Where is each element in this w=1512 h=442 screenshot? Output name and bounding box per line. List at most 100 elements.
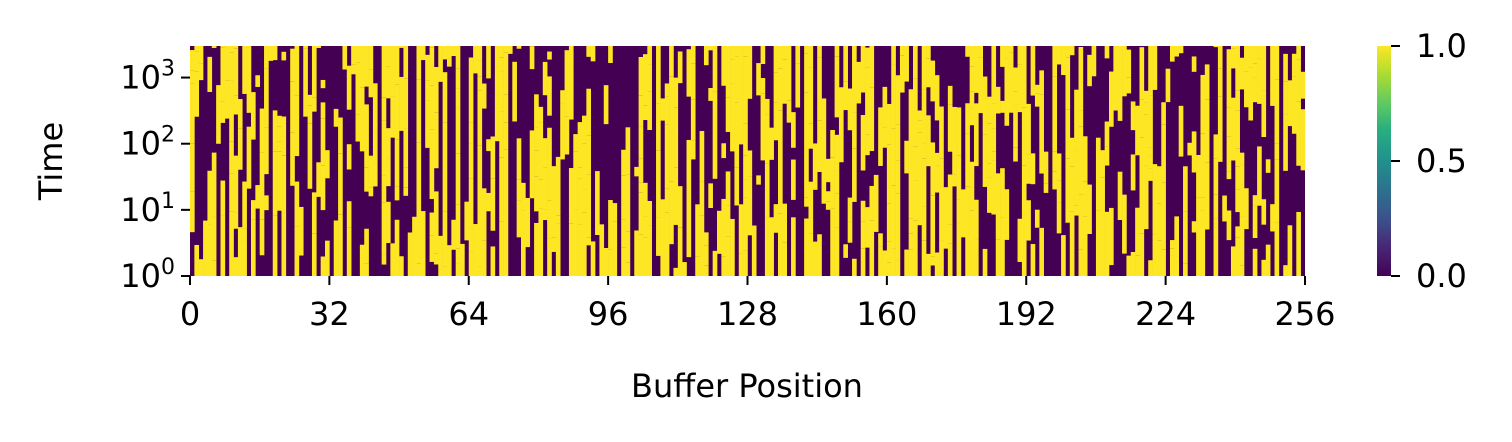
- heatmap-cell: [717, 211, 722, 254]
- heatmap-cell: [647, 64, 652, 91]
- heatmap-cell: [395, 46, 400, 47]
- heatmap-cell: [639, 235, 644, 276]
- heatmap-cell: [1022, 80, 1027, 107]
- heatmap-cell: [713, 126, 718, 179]
- heatmap-cell: [970, 211, 975, 276]
- heatmap-cell: [721, 46, 726, 86]
- heatmap-cell: [469, 178, 474, 228]
- heatmap-cell: [1022, 214, 1027, 276]
- heatmap-cell: [913, 147, 918, 180]
- heatmap-cell: [896, 261, 901, 276]
- heatmap-cell: [443, 172, 448, 211]
- heatmap-cell: [704, 246, 709, 266]
- heatmap-cell: [538, 208, 543, 276]
- heatmap-cell: [852, 149, 857, 202]
- heatmap-cell: [1148, 95, 1153, 147]
- heatmap-cell: [499, 112, 504, 158]
- heatmap-cell: [1275, 160, 1280, 223]
- heatmap-cell: [547, 149, 552, 201]
- heatmap-cell: [312, 46, 317, 59]
- heatmap-cell: [1292, 77, 1297, 134]
- heatmap-cell: [194, 51, 199, 71]
- heatmap-cell: [1074, 205, 1079, 215]
- heatmap-cell: [957, 199, 962, 224]
- heatmap-cell: [643, 216, 648, 237]
- x-tick-label: 64: [448, 295, 489, 333]
- heatmap-cell: [1235, 46, 1240, 90]
- heatmap-cell: [1031, 244, 1036, 276]
- heatmap-cell: [1170, 46, 1175, 62]
- heatmap-cell: [687, 49, 692, 96]
- heatmap-cell: [229, 211, 234, 276]
- heatmap-cell: [464, 202, 469, 241]
- heatmap-cell: [756, 63, 761, 95]
- heatmap-cell: [1013, 91, 1018, 104]
- heatmap-cell: [991, 103, 996, 128]
- heatmap-cell: [1022, 46, 1027, 80]
- heatmap-cell: [486, 193, 491, 211]
- heatmap-cell: [1157, 166, 1162, 203]
- heatmap-cell: [543, 209, 548, 220]
- heatmap-cell: [891, 186, 896, 249]
- heatmap-cell: [1144, 91, 1149, 103]
- heatmap-cell: [547, 52, 552, 60]
- heatmap-cell: [673, 268, 678, 276]
- heatmap-cell: [1065, 158, 1070, 223]
- heatmap-cell: [582, 144, 587, 189]
- heatmap-cell: [1092, 46, 1097, 76]
- heatmap-cell: [695, 204, 700, 256]
- heatmap-cell: [1148, 168, 1153, 181]
- heatmap-cell: [1261, 199, 1266, 224]
- heatmap-cell: [451, 46, 456, 56]
- heatmap-cell: [983, 249, 988, 276]
- x-tick-label: 0: [180, 295, 200, 333]
- heatmap-cell: [443, 46, 448, 59]
- heatmap-cell: [425, 81, 430, 100]
- heatmap-cell: [848, 222, 853, 243]
- heatmap-cell: [356, 63, 361, 114]
- heatmap-cell: [1144, 115, 1149, 166]
- heatmap-cells: [190, 46, 1305, 276]
- heatmap-cell: [1139, 47, 1144, 99]
- heatmap-cell: [416, 205, 421, 263]
- heatmap-cell: [220, 102, 225, 123]
- heatmap-cell: [817, 234, 822, 276]
- heatmap-cell: [1139, 128, 1144, 138]
- heatmap-cell: [948, 174, 953, 224]
- heatmap-cell: [1148, 260, 1153, 276]
- heatmap-cell: [922, 143, 927, 159]
- heatmap-cell: [856, 62, 861, 104]
- heatmap-cell: [917, 211, 922, 225]
- heatmap-cell: [451, 220, 456, 250]
- heatmap-cell: [277, 116, 282, 127]
- heatmap-cell: [486, 139, 491, 151]
- heatmap-cell: [1235, 226, 1240, 237]
- heatmap-cell: [591, 241, 596, 276]
- heatmap-cell: [369, 156, 374, 188]
- heatmap-cell: [251, 200, 256, 219]
- heatmap-cell: [321, 102, 326, 118]
- heatmap-cell: [839, 137, 844, 162]
- heatmap-cell: [1126, 50, 1131, 78]
- heatmap-cell: [1022, 166, 1027, 215]
- heatmap-cell: [504, 95, 509, 123]
- heatmap-cell: [430, 48, 435, 85]
- heatmap-cell: [612, 203, 617, 222]
- heatmap-cell: [1148, 157, 1153, 169]
- heatmap-cell: [612, 222, 617, 276]
- heatmap-cell: [887, 262, 892, 276]
- heatmap-cell: [438, 236, 443, 276]
- heatmap-cell: [656, 53, 661, 103]
- heatmap-cell: [1061, 235, 1066, 276]
- heatmap-cell: [408, 233, 413, 277]
- heatmap-cell: [643, 183, 648, 216]
- heatmap-cell: [521, 210, 526, 276]
- heatmap-cell: [1079, 194, 1084, 250]
- heatmap-cell: [321, 257, 326, 276]
- heatmap-cell: [364, 46, 369, 74]
- heatmap-cell: [560, 90, 565, 103]
- heatmap-cell: [843, 81, 848, 110]
- heatmap-cell: [1170, 249, 1175, 276]
- heatmap-cell: [530, 46, 535, 69]
